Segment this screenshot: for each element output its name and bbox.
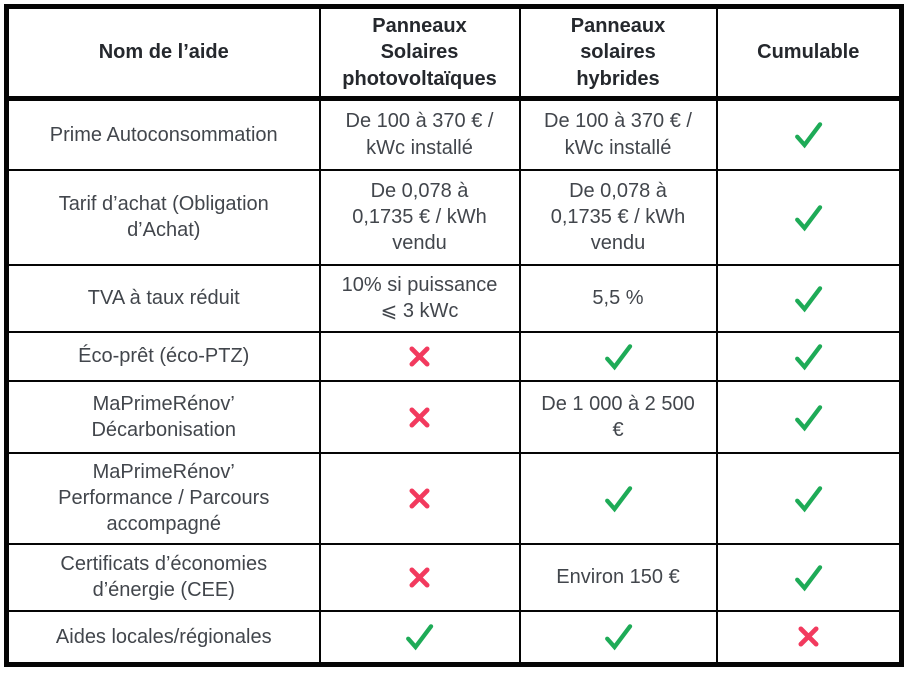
table-row: MaPrimeRénov’ Performance / Parcours acc… [5, 451, 903, 545]
cross-icon [409, 407, 430, 428]
pv-value-cell [318, 380, 521, 454]
check-icon [794, 344, 822, 371]
cumulable-cell [715, 609, 903, 666]
table-row: Certificats d’économies d’énergie (CEE) E… [5, 542, 903, 612]
cumulable-cell [715, 263, 903, 333]
check-icon [406, 624, 434, 651]
table-body: Prime Autoconsommation De 100 à 370 € / k… [5, 97, 903, 666]
hybrid-value-cell: De 1 000 à 2 500 € [518, 380, 718, 454]
check-icon [604, 485, 632, 512]
aid-name-cell: Tarif d’achat (Obligation d’Achat) [5, 168, 321, 266]
pv-value-cell [318, 609, 521, 666]
column-header-aid-name: Nom de l’aide [5, 5, 321, 101]
header-row: Nom de l’aide Panneaux Solaires photovolt… [5, 5, 903, 101]
pv-value-cell: De 100 à 370 € / kWc installé [318, 97, 521, 171]
aid-name-cell: Certificats d’économies d’énergie (CEE) [5, 542, 321, 612]
cumulable-cell [715, 97, 903, 171]
cumulable-cell [715, 168, 903, 266]
column-header-pv: Panneaux Solaires photovoltaïques [318, 5, 521, 101]
hybrid-value-cell [518, 609, 718, 666]
cumulable-cell [715, 330, 903, 383]
table-row: TVA à taux réduit 10% si puissance ⩽ 3 kW… [5, 263, 903, 333]
cumulable-cell [715, 380, 903, 454]
aid-name-cell: MaPrimeRénov’ Performance / Parcours acc… [5, 451, 321, 545]
cumulable-cell [715, 451, 903, 545]
hybrid-value-cell: De 0,078 à 0,1735 € / kWh vendu [518, 168, 718, 266]
hybrid-value-cell [518, 330, 718, 383]
aid-name-cell: Aides locales/régionales [5, 609, 321, 666]
pv-value-cell: De 0,078 à 0,1735 € / kWh vendu [318, 168, 521, 266]
aid-name-cell: TVA à taux réduit [5, 263, 321, 333]
table-row: Éco-prêt (éco-PTZ) [5, 330, 903, 383]
pv-value-cell [318, 542, 521, 612]
check-icon [794, 204, 822, 232]
cross-icon [409, 567, 430, 588]
check-icon [604, 344, 632, 371]
column-header-cumulable: Cumulable [715, 5, 903, 101]
check-icon [794, 404, 822, 431]
check-icon [794, 122, 822, 149]
aid-name-cell: MaPrimeRénov’ Décarbonisation [5, 380, 321, 454]
check-icon [794, 286, 822, 313]
check-icon [604, 624, 632, 651]
pv-value-cell: 10% si puissance ⩽ 3 kWc [318, 263, 521, 333]
hybrid-value-cell: 5,5 % [518, 263, 718, 333]
aid-name-cell: Éco-prêt (éco-PTZ) [5, 330, 321, 383]
cumulable-cell [715, 542, 903, 612]
cross-icon [798, 626, 819, 647]
check-icon [794, 485, 822, 512]
table-row: Aides locales/régionales [5, 609, 903, 666]
table-header: Nom de l’aide Panneaux Solaires photovolt… [5, 5, 903, 101]
cross-icon [409, 488, 430, 509]
table-row: Prime Autoconsommation De 100 à 370 € / k… [5, 97, 903, 171]
cross-icon [409, 346, 430, 367]
table-row: Tarif d’achat (Obligation d’Achat) De 0,0… [5, 168, 903, 266]
hybrid-value-cell: Environ 150 € [518, 542, 718, 612]
table-row: MaPrimeRénov’ Décarbonisation De 1 000 à … [5, 380, 903, 454]
pv-value-cell [318, 451, 521, 545]
aid-name-cell: Prime Autoconsommation [5, 97, 321, 171]
pv-value-cell [318, 330, 521, 383]
hybrid-value-cell: De 100 à 370 € / kWc installé [518, 97, 718, 171]
aid-comparison-table: Nom de l’aide Panneaux Solaires photovolt… [4, 4, 904, 667]
column-header-hybrid: Panneaux solaires hybrides [518, 5, 718, 101]
hybrid-value-cell [518, 451, 718, 545]
check-icon [794, 564, 822, 591]
